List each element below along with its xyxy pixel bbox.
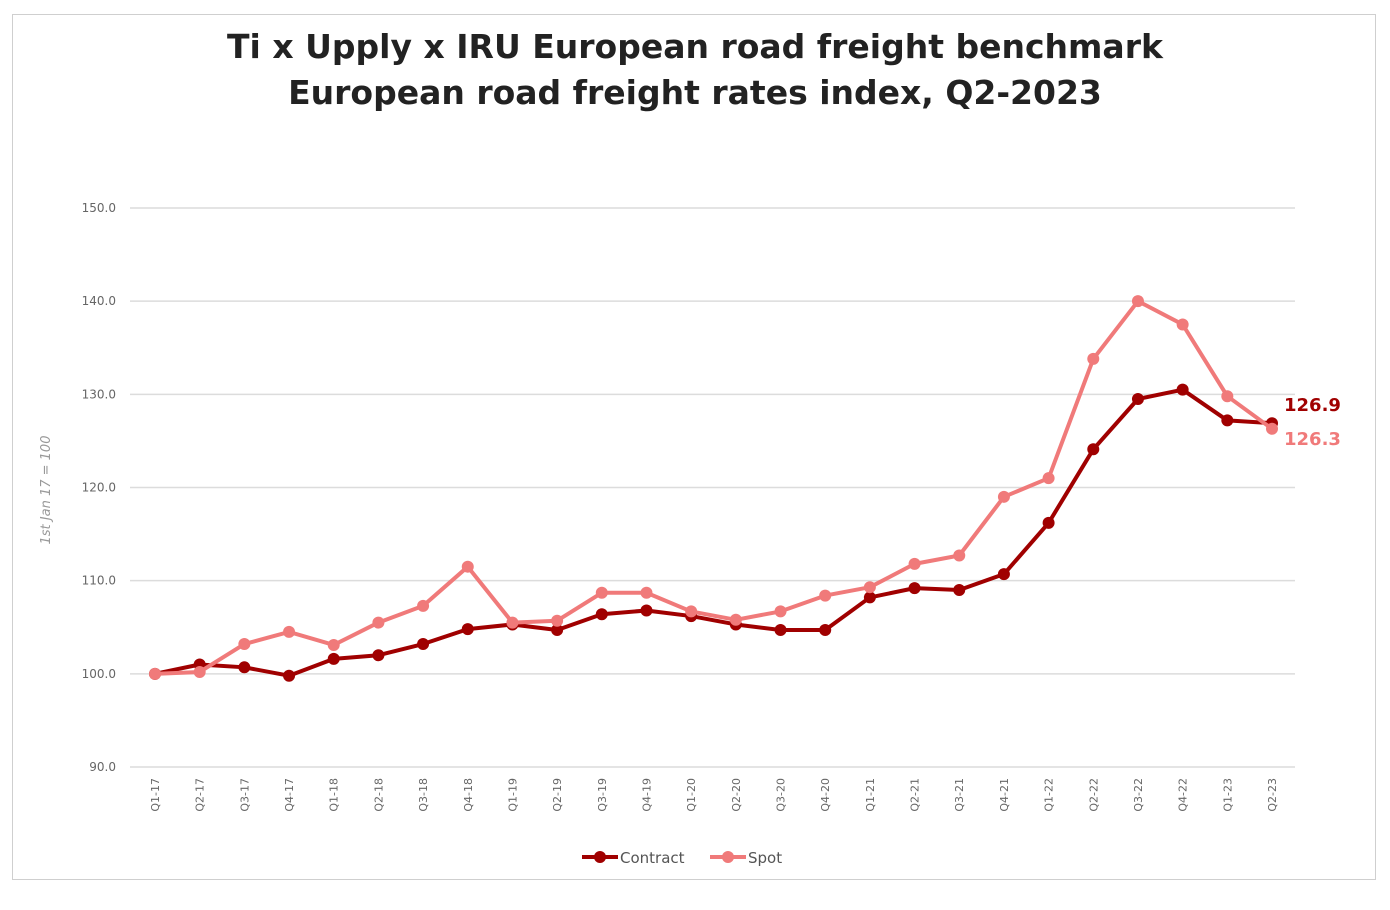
x-tick-label: Q2-19 xyxy=(551,778,564,812)
data-point-spot xyxy=(149,667,161,680)
data-point-contract xyxy=(238,661,251,674)
data-point-spot xyxy=(953,549,966,562)
data-point-spot xyxy=(685,605,698,618)
x-tick-label: Q2-18 xyxy=(372,778,385,812)
data-point-spot xyxy=(417,599,430,612)
y-tick-label: 100.0 xyxy=(82,667,116,681)
series-line-contract xyxy=(154,387,1273,678)
data-point-spot xyxy=(283,625,296,638)
data-point-contract xyxy=(417,638,430,651)
legend-marker-contract xyxy=(594,851,606,863)
data-point-contract xyxy=(640,604,653,617)
x-tick-label: Q1-20 xyxy=(685,778,698,812)
data-point-contract xyxy=(774,624,787,637)
x-tick-label: Q1-21 xyxy=(864,778,877,812)
y-tick-label: 130.0 xyxy=(82,387,116,401)
data-point-contract xyxy=(1221,414,1234,427)
chart-frame xyxy=(12,14,1376,880)
data-point-spot xyxy=(506,616,519,629)
x-tick-label: Q3-22 xyxy=(1132,778,1145,812)
data-point-contract xyxy=(953,583,966,596)
data-point-contract xyxy=(461,623,474,636)
data-point-spot xyxy=(819,589,832,602)
y-tick-label: 150.0 xyxy=(82,201,116,215)
chart-title: Ti x Upply x IRU European road freight b… xyxy=(227,27,1163,66)
x-tick-label: Q4-20 xyxy=(819,778,832,812)
data-point-contract xyxy=(1087,443,1100,456)
legend-label-contract: Contract xyxy=(620,849,685,867)
x-tick-label: Q2-22 xyxy=(1087,778,1100,812)
data-point-spot xyxy=(1087,352,1100,365)
data-point-spot xyxy=(327,638,340,651)
x-tick-label: Q1-22 xyxy=(1043,778,1056,812)
data-point-spot xyxy=(461,560,474,573)
data-point-spot xyxy=(372,616,385,629)
x-tick-label: Q3-20 xyxy=(775,778,788,812)
x-tick-label: Q2-21 xyxy=(909,778,922,812)
data-point-spot xyxy=(238,638,251,651)
data-point-spot xyxy=(1221,390,1234,403)
x-tick-label: Q4-21 xyxy=(998,778,1011,812)
x-tick-label: Q2-17 xyxy=(194,778,207,812)
data-point-contract xyxy=(1176,383,1189,396)
y-tick-label: 90.0 xyxy=(89,760,116,774)
data-point-contract xyxy=(551,624,564,637)
data-point-spot xyxy=(1131,295,1144,308)
data-point-contract xyxy=(1131,392,1144,405)
y-axis-label: 1st Jan 17 = 100 xyxy=(39,436,54,545)
data-point-spot xyxy=(1176,318,1189,331)
chart-title-block: Ti x Upply x IRU European road freight b… xyxy=(0,24,1390,116)
x-tick-label: Q2-23 xyxy=(1266,778,1279,812)
data-point-spot xyxy=(193,665,206,678)
data-point-contract xyxy=(327,652,340,665)
data-point-contract xyxy=(997,568,1010,581)
data-point-spot xyxy=(1042,472,1055,485)
data-point-contract xyxy=(283,669,296,682)
y-tick-label: 110.0 xyxy=(82,574,116,588)
data-point-contract xyxy=(908,582,921,595)
data-point-spot xyxy=(640,586,653,599)
legend-marker-spot xyxy=(722,851,734,863)
data-point-contract xyxy=(819,624,832,637)
data-point-spot xyxy=(774,605,787,618)
data-point-contract xyxy=(863,591,876,604)
data-point-contract xyxy=(372,649,385,662)
x-tick-label: Q1-18 xyxy=(328,778,341,812)
data-point-spot xyxy=(595,586,608,599)
data-point-contract xyxy=(1042,516,1055,529)
data-point-spot xyxy=(997,490,1010,503)
x-tick-label: Q4-17 xyxy=(283,778,296,812)
chart-subtitle: European road freight rates index, Q2-20… xyxy=(288,73,1102,112)
x-tick-label: Q4-18 xyxy=(462,778,475,812)
x-tick-label: Q4-22 xyxy=(1177,778,1190,812)
x-tick-label: Q3-21 xyxy=(953,778,966,812)
data-point-spot xyxy=(908,557,921,570)
end-label-contract: 126.9 xyxy=(1284,395,1341,416)
data-point-spot xyxy=(729,613,742,626)
x-tick-label: Q3-17 xyxy=(238,778,251,812)
data-point-contract xyxy=(595,608,608,621)
x-tick-label: Q1-23 xyxy=(1221,778,1234,812)
x-tick-label: Q2-20 xyxy=(730,778,743,812)
x-tick-label: Q3-18 xyxy=(417,778,430,812)
x-tick-label: Q1-19 xyxy=(506,778,519,812)
x-tick-label: Q4-19 xyxy=(640,778,653,812)
series-line-spot xyxy=(154,299,1274,676)
y-tick-label: 140.0 xyxy=(82,294,116,308)
legend-label-spot: Spot xyxy=(748,849,782,867)
data-point-spot xyxy=(551,614,564,627)
data-point-spot xyxy=(863,581,876,594)
x-tick-label: Q1-17 xyxy=(149,778,162,812)
end-label-spot: 126.3 xyxy=(1284,429,1341,450)
data-point-spot xyxy=(1266,422,1278,435)
x-tick-label: Q3-19 xyxy=(596,778,609,812)
y-tick-label: 120.0 xyxy=(82,481,116,495)
